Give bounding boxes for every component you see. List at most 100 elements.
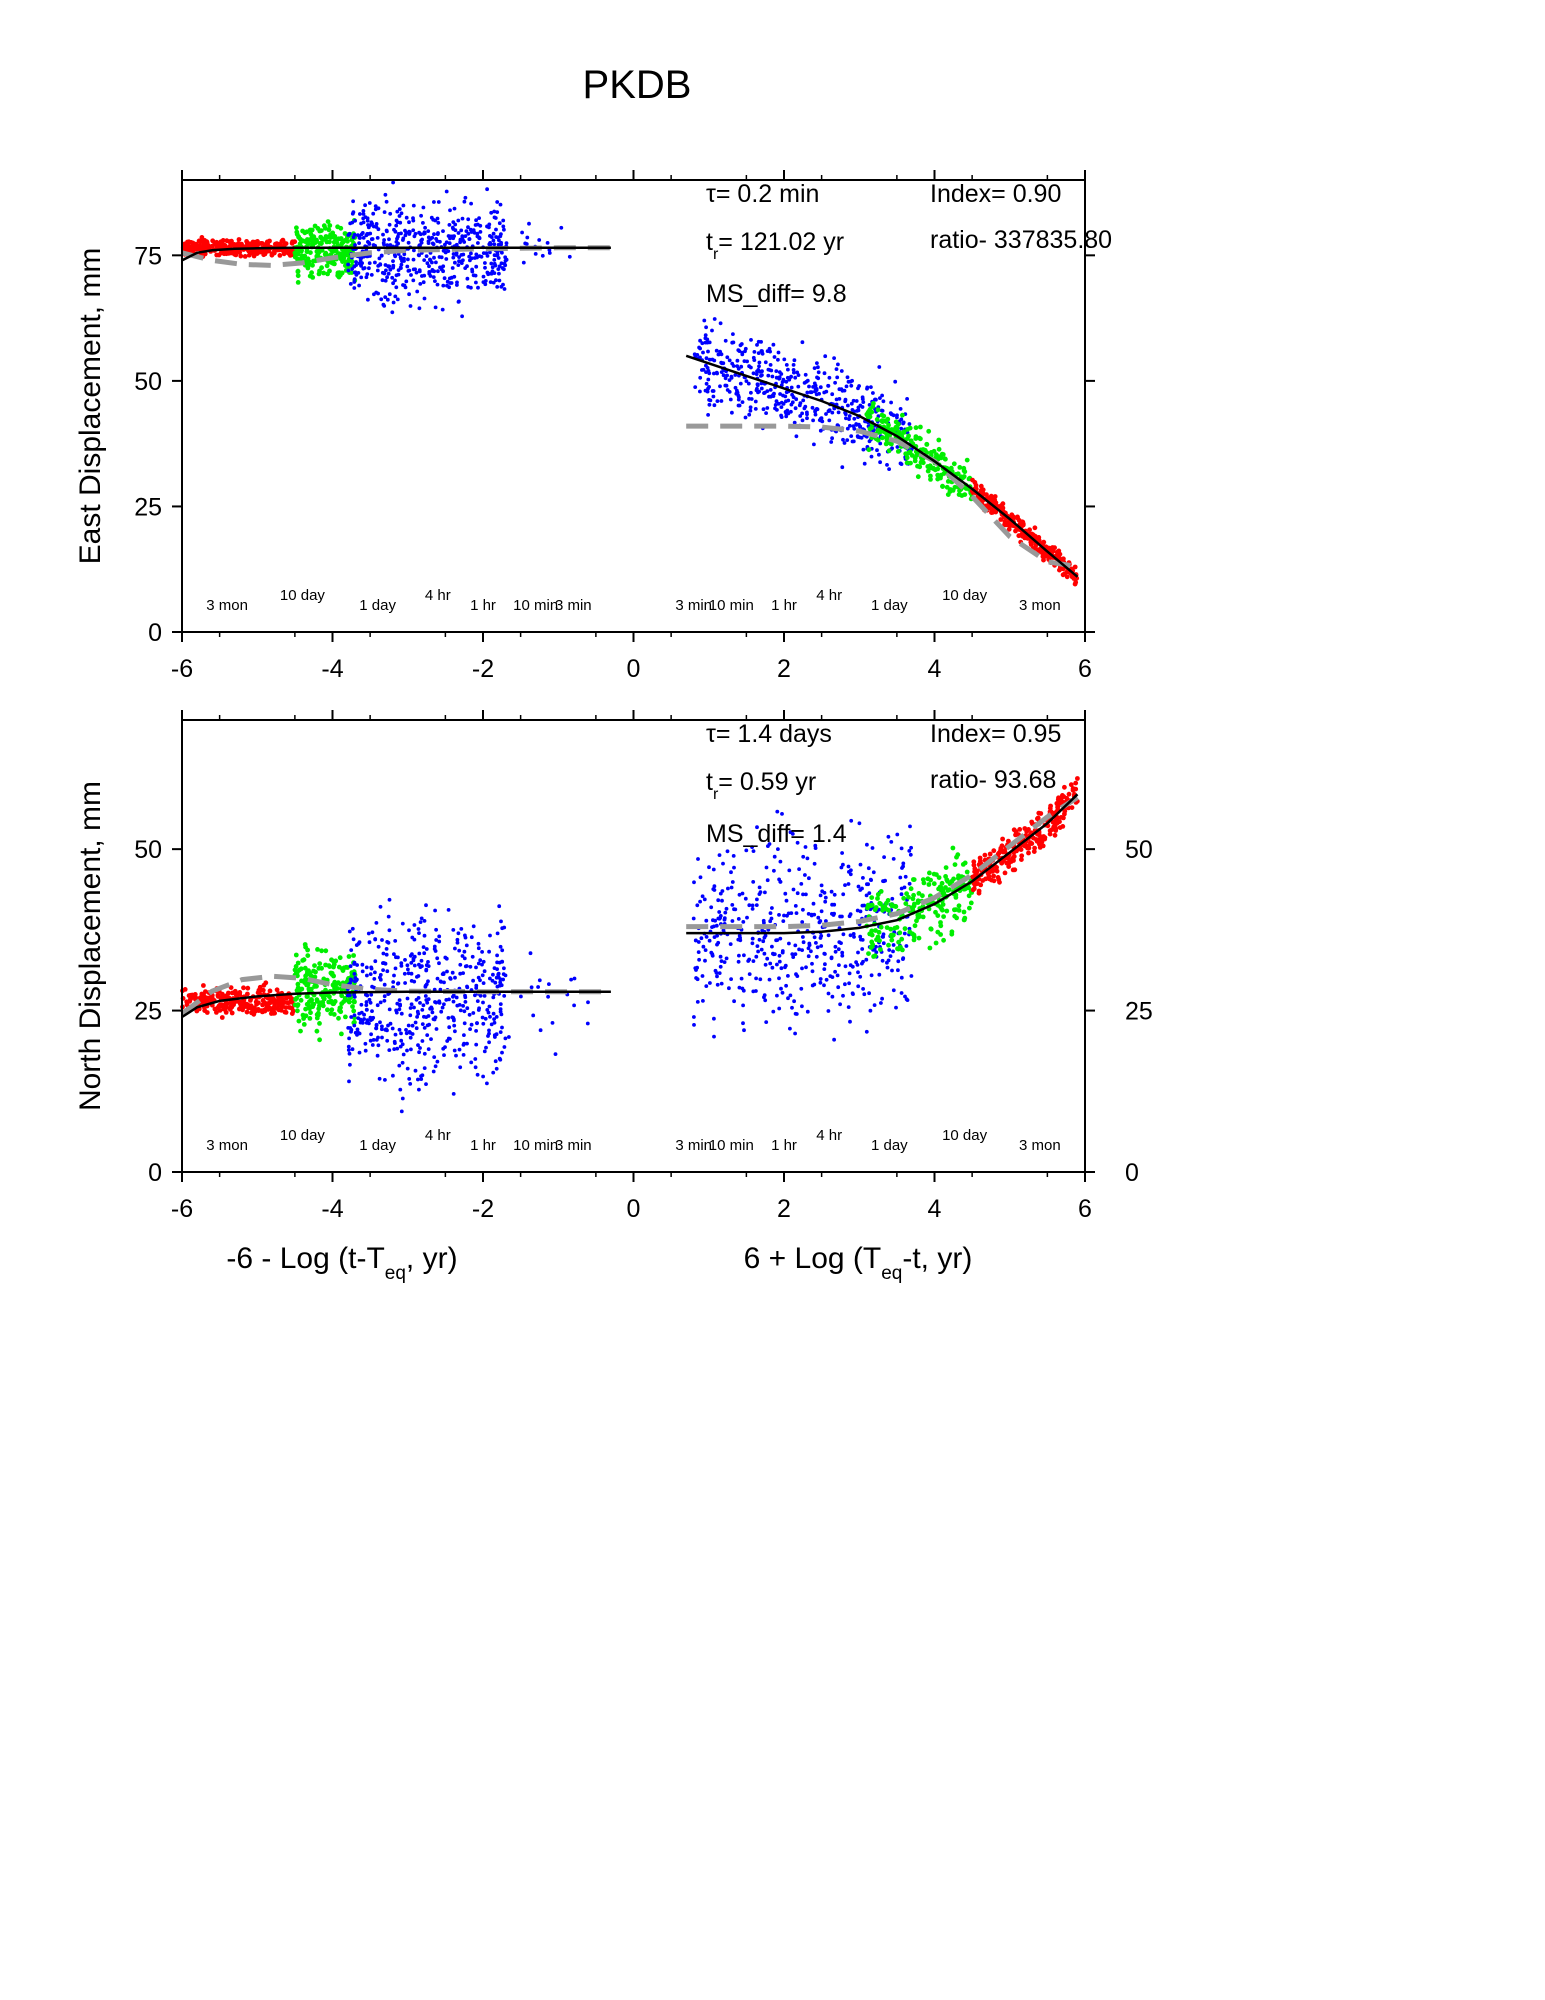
data-point-late [823,354,828,359]
data-point-late [352,972,357,976]
data-point-late [441,229,445,234]
data-point-early [262,1008,268,1014]
data-point-late [401,203,406,208]
data-point-late [895,832,900,837]
data-point-early [260,1002,265,1008]
data-point-late [498,944,503,949]
data-point-late [794,434,799,439]
data-point-late [436,220,441,225]
data-point-late [380,1035,384,1040]
data-point-late [480,962,484,967]
data-point-late [439,267,444,272]
data-point-late [845,438,850,442]
data-point-late [371,211,376,216]
data-point-late [430,1010,435,1015]
data-point-late [369,992,374,997]
data-point-late [704,370,708,374]
data-point-mid [300,1012,306,1018]
data-point-late [364,1021,369,1025]
data-point-late [777,1006,782,1011]
data-point-early [277,241,283,247]
data-point-late [453,975,457,980]
data-point-late [359,232,364,237]
data-point-late [849,818,854,823]
data-point-late [371,224,376,229]
data-point-early [261,252,267,258]
data-point-late [456,263,461,267]
time-scale-label: 10 min [709,597,754,614]
data-point-early [242,254,248,259]
data-point-mid [320,1003,326,1009]
data-point-mid [321,995,326,1000]
data-point-late [818,936,823,940]
data-point-late [462,1009,467,1014]
data-point-late [375,1053,380,1058]
data-point-late [460,234,465,239]
data-point-late [354,263,358,267]
data-point-late [757,885,762,890]
data-point-late [846,379,851,384]
data-point-mid [934,452,939,458]
data-point-late [696,950,701,954]
data-point-early [1048,803,1053,809]
data-point-late [819,944,824,948]
data-point-late [715,974,719,979]
data-point-late [810,961,814,966]
data-point-late [843,982,847,987]
data-point-late [378,904,383,909]
data-point-late [829,440,834,444]
data-point-late [461,971,465,975]
data-point-late [868,1008,873,1013]
data-point-late [408,953,413,958]
data-point-late [450,234,455,239]
data-point-late [494,235,498,239]
data-point-late [481,1074,485,1079]
data-point-late [431,1069,436,1074]
data-point-late [468,964,473,969]
data-point-late [452,1023,457,1028]
data-point-late [727,358,732,363]
data-point-late [723,910,728,915]
data-point-late [467,1012,472,1017]
data-point-late [864,893,869,898]
data-point-late [767,977,772,982]
data-point-late [527,221,531,226]
data-point-mid [336,964,342,970]
data-point-mid [339,1031,344,1037]
data-point-mid [904,891,909,897]
data-point-late [731,332,735,336]
data-point-late [373,207,378,212]
data-point-late [860,405,865,409]
data-point-early [1006,526,1012,532]
data-point-late [848,912,853,917]
data-point-late [482,994,487,998]
data-point-late [747,903,752,908]
data-point-late [784,399,788,404]
data-point-late [865,842,869,847]
data-point-late [453,1029,457,1034]
y-tick-label: 75 [134,242,162,270]
data-point-late [860,395,865,400]
data-point-late [421,945,426,949]
data-point-early [1027,527,1032,533]
data-point-mid [885,898,891,903]
data-point-late [806,946,811,951]
data-point-late [487,1004,492,1009]
data-point-mid [936,446,942,452]
time-scale-label: 1 hr [771,1137,797,1154]
data-point-mid [906,894,911,900]
north-ratio-annotation: ratio- 93.68 [930,766,1056,794]
data-point-late [387,1007,392,1012]
data-point-late [805,1009,810,1014]
data-point-mid [340,968,346,973]
data-point-late [395,209,400,214]
data-point-late [499,919,503,924]
data-point-late [765,878,770,883]
data-point-late [698,355,702,360]
data-point-late [397,1007,402,1012]
data-point-late [788,1026,792,1031]
data-point-mid [916,891,922,896]
data-point-mid [886,942,891,948]
data-point-late [553,1052,558,1056]
data-point-late [464,964,469,968]
